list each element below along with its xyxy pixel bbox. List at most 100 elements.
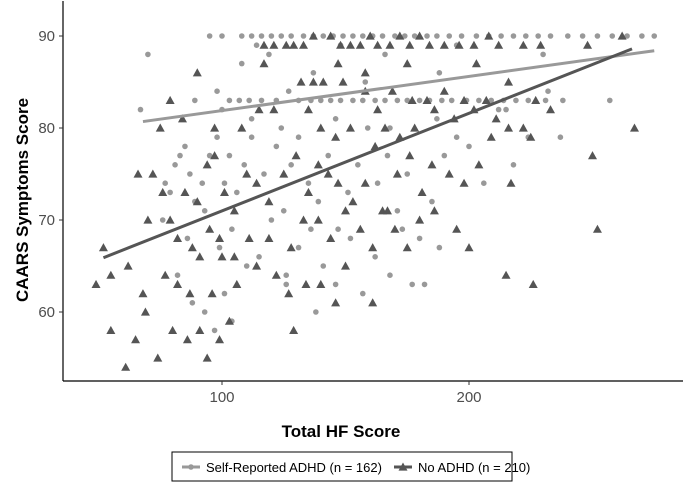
self-reported-adhd-point [473,33,480,39]
self-reported-adhd-point [248,116,255,122]
no-adhd-point [254,105,264,114]
no-adhd-point [232,279,242,288]
self-reported-adhd-point [359,33,366,39]
self-reported-adhd-point [305,180,312,186]
no-adhd-point [518,40,528,49]
no-adhd-point [202,160,212,169]
no-adhd-point [202,353,212,362]
self-reported-adhd-point [172,162,178,168]
self-reported-adhd-point [187,171,193,177]
self-reported-adhd-point [243,263,250,269]
self-reported-adhd-legend-marker [188,464,194,470]
self-reported-adhd-point [162,180,168,186]
no-adhd-point [153,353,163,362]
no-adhd-point [217,252,227,261]
no-adhd-point [326,233,336,242]
no-adhd-point [133,169,143,178]
no-adhd-point [237,123,247,132]
self-reported-adhd-point [337,97,344,104]
no-adhd-point [415,215,425,224]
self-reported-adhd-point [167,189,173,196]
no-adhd-point [385,40,395,49]
self-reported-adhd-point [453,134,460,140]
self-reported-adhd-point [379,33,386,39]
self-reported-adhd-point [579,33,586,39]
self-reported-adhd-point [268,217,275,223]
no-adhd-point [444,169,454,178]
no-adhd-point [143,215,153,224]
no-adhd-point [459,178,469,187]
no-adhd-point [182,335,192,344]
self-reported-adhd-point [359,97,366,104]
no-adhd-point [392,169,402,178]
self-reported-adhd-point [359,290,366,297]
no-adhd-point [429,206,439,215]
no-adhd-point [464,243,474,252]
no-adhd-point [192,197,202,206]
self-reported-adhd-point [137,106,144,113]
self-reported-adhd-point [335,226,341,232]
x-axis-title: Total HF Score [282,422,401,441]
self-reported-adhd-point [416,235,423,242]
no-adhd-point [439,86,449,95]
self-reported-adhd-point [350,97,356,104]
self-reported-adhd-point [606,97,613,104]
self-reported-adhd-point [560,97,566,104]
no-adhd-point [207,289,217,298]
no-adhd-point [583,40,593,49]
self-reported-adhd-point [399,226,406,232]
no-adhd-legend-marker [398,462,408,471]
no-adhd-point [165,215,175,224]
no-adhd-point [264,197,274,206]
no-adhd-point [289,325,299,334]
no-adhd-point [138,289,148,298]
no-adhd-point [219,187,229,196]
y-tick-label: 70 [38,212,55,229]
no-adhd-legend-label: No ADHD (n = 210) [418,460,530,475]
no-adhd-point [281,40,291,49]
self-reported-adhd-point [318,97,324,104]
self-reported-adhd-point [199,180,206,186]
no-adhd-point [338,77,348,86]
self-reported-adhd-point [283,272,290,279]
no-adhd-point [177,114,187,123]
self-reported-adhd-point [345,189,351,196]
no-adhd-point [415,31,425,40]
no-adhd-point [336,40,346,49]
no-adhd-point [316,123,326,132]
no-adhd-point [506,178,516,187]
self-reported-adhd-point [513,97,519,104]
y-tick-label: 60 [38,304,55,321]
no-adhd-point [504,77,514,86]
self-reported-adhd-point [246,97,252,104]
no-adhd-point [345,40,355,49]
y-tick-label: 80 [38,120,55,137]
self-reported-adhd-point [540,51,546,58]
self-reported-adhd-point [253,42,260,48]
self-reported-adhd-point [248,134,255,140]
no-adhd-point [452,224,462,233]
self-reported-adhd-point [201,208,208,214]
axes: 60 70 80 90 100 200 [38,1,683,406]
self-reported-adhd-point [382,51,388,58]
self-reported-adhd-point [392,33,398,39]
y-axis-title: CAARS Symptoms Score [13,98,32,302]
self-reported-adhd-point [238,60,245,67]
no-adhd-point [98,243,108,252]
self-reported-adhd-point [325,152,332,159]
self-reported-adhd-point [278,33,285,39]
x-tick-label: 200 [456,389,481,406]
no-adhd-point [474,160,484,169]
no-adhd-point [173,233,183,242]
no-adhd-point [407,95,417,104]
self-reported-adhd-point [350,33,356,39]
no-adhd-point [360,68,370,77]
self-reported-adhd-point [320,263,327,269]
self-reported-adhd-point [394,97,401,104]
self-reported-adhd-point [416,97,423,104]
self-reported-adhd-point [283,281,290,288]
no-adhd-point [373,40,383,49]
no-adhd-point [106,325,116,334]
no-adhd-point [284,289,294,298]
no-adhd-point [526,132,536,141]
